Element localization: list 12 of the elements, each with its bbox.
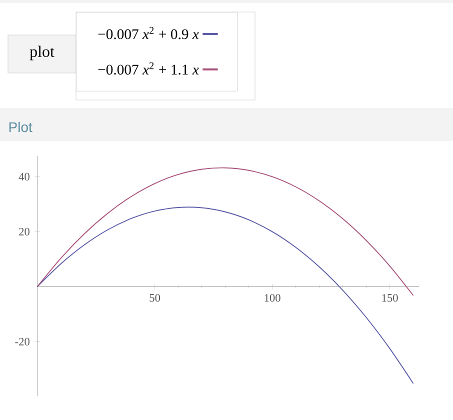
chart-title: Plot <box>9 122 32 132</box>
legend-label: −0.007 x$^{2}$ + 0.9 x <box>98 26 199 40</box>
y-tick-label: -20 <box>15 338 30 346</box>
x-tick-label: 100 <box>264 294 280 302</box>
x-tick-label: 50 <box>150 294 160 302</box>
legend-label: −0.007 x$^{2}$ + 1.1 x <box>98 62 199 75</box>
line-series <box>36 167 414 296</box>
y-tick-label: 40 <box>18 172 30 181</box>
text: plot <box>30 46 54 60</box>
x-tick-label: 150 <box>382 294 398 302</box>
line-series <box>36 206 414 384</box>
y-tick-label: 20 <box>19 228 30 236</box>
